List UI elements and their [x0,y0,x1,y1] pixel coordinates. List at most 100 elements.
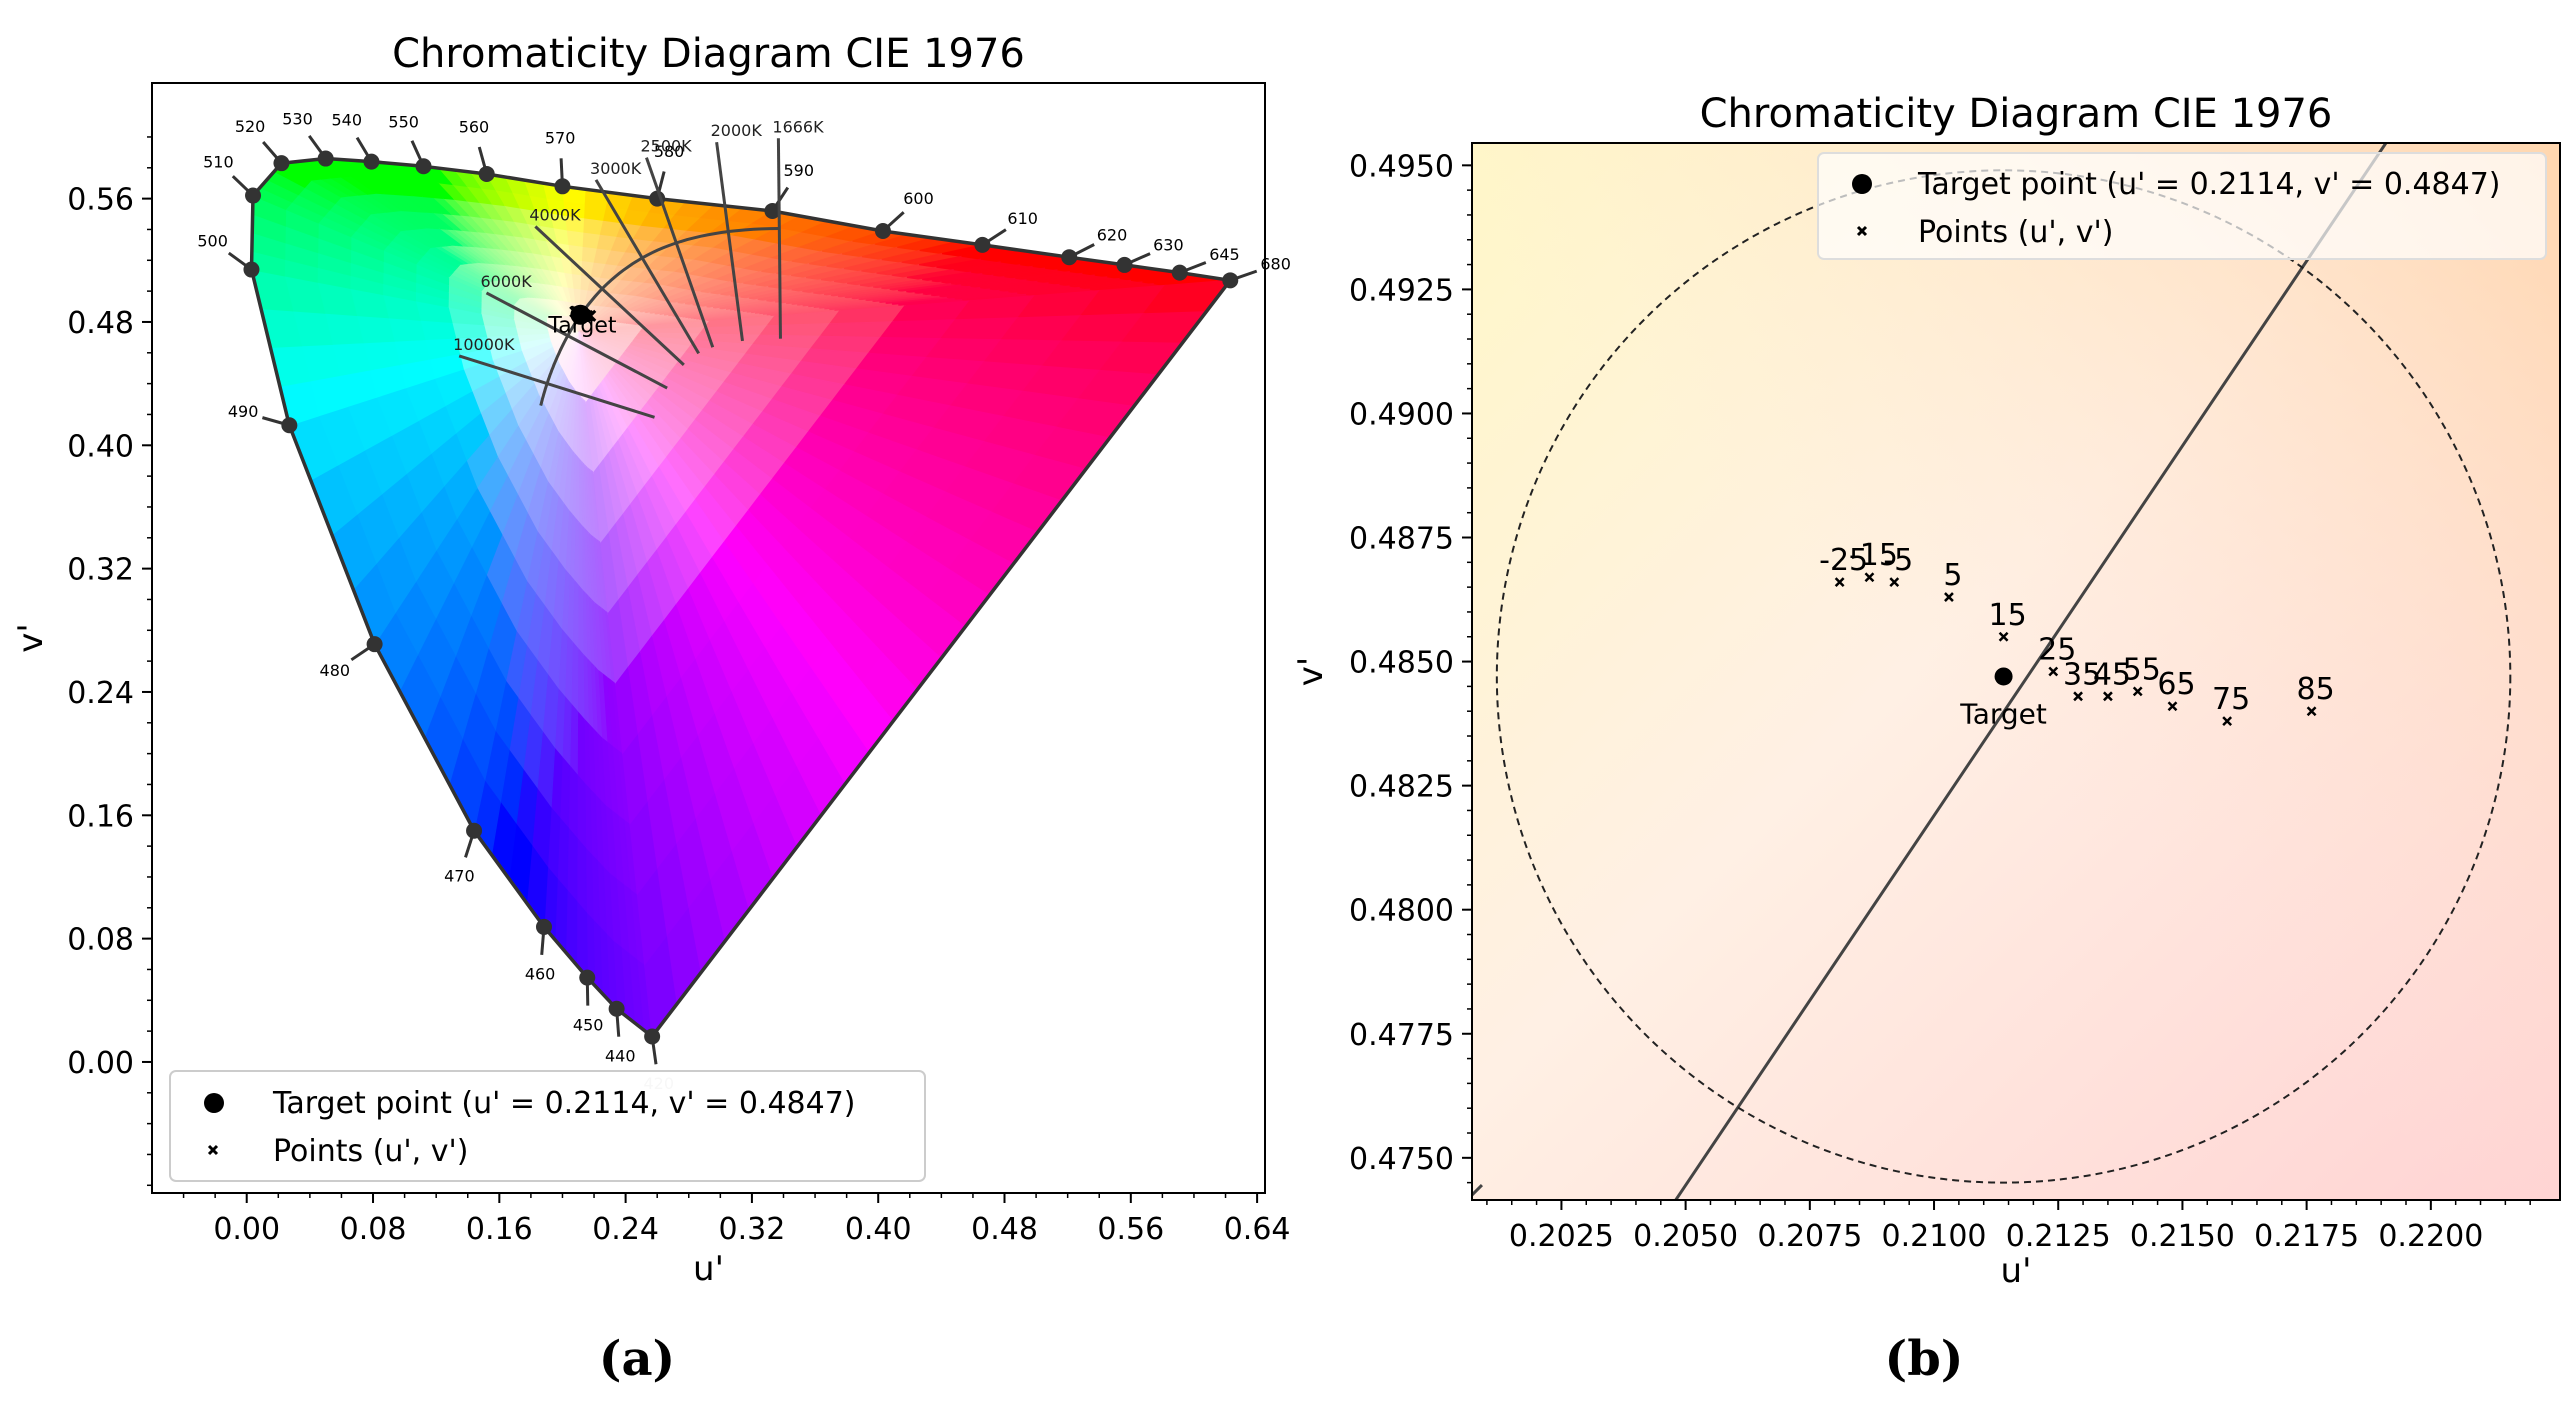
point-marker [1834,577,1845,588]
cct-label: 2000K [711,121,763,140]
plot-background-tint [1472,143,2560,1200]
wavelength-label: 480 [320,661,351,680]
cct-label: 2500K [640,137,692,156]
x-tick-label: 0.2050 [1633,1219,1738,1254]
point-label: 45 [2093,657,2131,692]
point-label: 55 [2123,652,2161,687]
point-marker [1864,572,1875,583]
legend-target-marker [1852,174,1872,194]
y-tick-label: 0.4950 [1349,149,1454,184]
gamut-fill-cell [758,323,832,337]
gamut-fill-cell [576,836,588,915]
y-tick-label: 0.4850 [1349,646,1454,681]
planckian-locus-line [1472,1184,1483,1198]
x-tick-label: 0.40 [845,1212,912,1247]
y-axis-label: v' [1291,657,1331,686]
x-tick-label: 0.2150 [2130,1219,2235,1254]
y-tick-label: 0.4900 [1349,397,1454,432]
wavelength-marker [415,158,432,175]
axes-frame [1471,142,2561,1201]
wavelength-label: 580 [654,142,685,161]
legend-points-marker [207,1144,219,1156]
legend-target-marker [204,1093,224,1113]
wavelength-marker [554,178,571,195]
wavelength-label: 520 [235,117,266,136]
wavelength-label: 600 [903,189,934,208]
wavelength-label: 470 [444,866,475,885]
legend-points-text: Points (u', v') [273,1134,468,1169]
isotemperature-line [458,354,655,419]
x-tick-label: 0.2125 [2006,1219,2111,1254]
target-point [1994,667,2013,686]
wavelength-marker [363,153,380,170]
wavelength-label: 620 [1097,225,1128,244]
panel-label-b: (b) [1885,1331,1964,1387]
wavelength-label: 450 [573,1016,604,1035]
wavelength-label: 680 [1260,255,1291,274]
wavelength-marker [245,187,262,204]
panel-label-a: (a) [599,1331,676,1387]
wavelength-label: 610 [1007,209,1038,228]
gamut-fill-cell [387,317,426,342]
wavelength-marker [366,636,383,653]
wavelength-marker [1116,256,1133,273]
x-tick-label: 0.2175 [2254,1219,2359,1254]
point-label: 65 [2157,667,2195,702]
wavelength-label: 570 [545,128,576,147]
wavelength-label: 550 [388,113,419,132]
gamut-fill-cell [419,319,457,341]
y-tick-label: 0.48 [67,306,134,341]
gamut-fill-cell [576,709,586,786]
gamut-fill-cell [251,268,294,312]
point-marker [1998,631,2009,642]
y-tick-label: 0.00 [67,1046,134,1081]
x-tick-label: 0.2100 [1882,1219,1987,1254]
wavelength-label: 510 [203,152,234,171]
point-marker [2103,691,2113,702]
x-tick-label: 0.56 [1097,1212,1164,1247]
wavelength-marker [874,223,891,239]
wavelength-label: 590 [783,161,814,180]
y-tick-label: 0.40 [67,429,134,464]
wavelength-marker [466,822,483,839]
y-tick-label: 0.24 [67,676,134,711]
x-tick-label: 0.24 [592,1212,659,1247]
panel-a-chart: 4204404504604704804905005105205305405505… [11,31,1291,1387]
wavelength-marker [1222,272,1239,289]
wavelength-label: 500 [197,231,228,250]
target-label: Target [547,314,616,339]
x-axis-label: u' [693,1249,724,1289]
wavelength-marker [243,261,260,278]
legend-box [1817,152,2547,260]
wavelength-label: 645 [1209,245,1240,264]
wavelength-label: 540 [332,110,363,129]
wavelength-label: 460 [525,965,556,984]
x-tick-label: 0.2200 [2378,1219,2483,1254]
wavelength-marker [317,150,334,167]
point-label: 85 [2297,672,2335,707]
isotemperature-line [594,179,700,355]
point-label: -25 [1819,543,1868,578]
axes-frame [151,82,1266,1194]
y-tick-label: 0.4825 [1349,770,1454,805]
point-marker [1889,577,1900,588]
y-tick-label: 0.4925 [1349,273,1454,308]
y-tick-label: 0.56 [67,183,134,218]
y-tick-label: 0.4875 [1349,522,1454,557]
gamut-fill-cell [1153,277,1231,287]
point-label: 5 [1943,558,1962,593]
reference-circle [1495,169,2512,1184]
x-tick-label: 0.48 [971,1212,1038,1247]
wavelength-label: 490 [228,402,259,421]
wavelength-marker [608,1000,625,1017]
isotemperature-line [776,138,782,339]
point-label: 15 [1988,598,2026,633]
spectral-locus-line [249,156,1233,1039]
x-tick-label: 0.08 [340,1212,407,1247]
wavelength-marker [535,918,552,935]
wavelength-marker [281,417,298,434]
wavelength-marker [764,202,781,219]
legend: Target point (u' = 0.2114, v' = 0.4847) P… [169,1070,926,1182]
